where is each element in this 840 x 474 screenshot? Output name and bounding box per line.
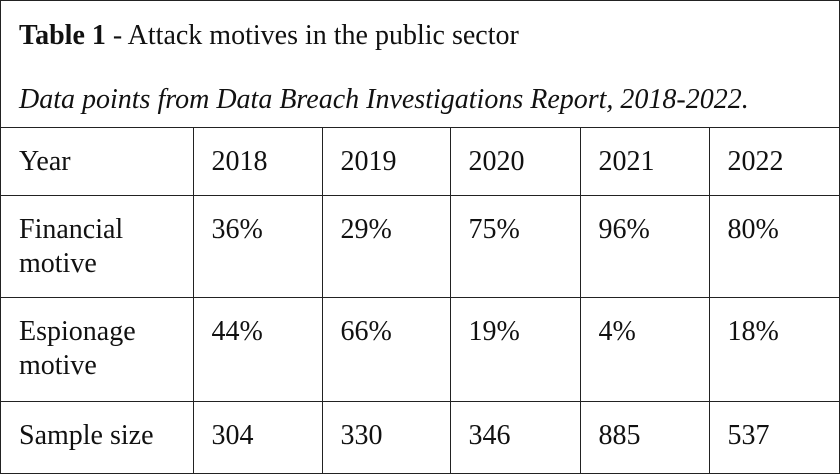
header-row: Year 2018 2019 2020 2021 2022 [1, 128, 839, 196]
header-year-cell: 2019 [322, 128, 451, 196]
value-cell: 75% [450, 195, 581, 298]
row-label-cell: Financial motive [1, 195, 194, 298]
value-cell: 885 [580, 401, 710, 473]
caption-title-text: - Attack motives in the public sector [105, 20, 519, 51]
caption-label: Table 1 [19, 20, 106, 51]
value-cell: 4% [580, 297, 710, 402]
value-cell: 304 [193, 401, 323, 473]
table-row-espionage-motive: Espionage motive 44% 66% 19% 4% 18% [1, 297, 839, 402]
table-caption: Table 1 - Attack motives in the public s… [1, 1, 839, 128]
header-year-cell: 2022 [709, 128, 839, 196]
caption-subtitle: Data points from Data Breach Investigati… [19, 84, 749, 115]
row-label-line: Financial [19, 213, 124, 245]
data-table: Year 2018 2019 2020 2021 2022 Financial … [1, 128, 839, 473]
value-cell: 537 [727, 419, 770, 451]
value-cell: 44% [193, 297, 323, 402]
table-row-sample-size: Sample size 304 330 346 885 537 [1, 401, 839, 473]
value-cell: 96% [580, 195, 710, 298]
value-cell: 18% [709, 297, 839, 402]
caption-title: Table 1 - Attack motives in the public s… [19, 19, 519, 53]
row-label-cell: Sample size [1, 401, 194, 473]
header-year-cell: 2020 [450, 128, 581, 196]
row-label-line: motive [19, 247, 97, 279]
value-cell: 80% [709, 195, 839, 298]
header-label-cell: Year [1, 128, 194, 196]
header-year-cell: 2021 [580, 128, 710, 196]
row-label-line: motive [19, 349, 97, 381]
value-cell: 19% [450, 297, 581, 402]
value-cell: 66% [322, 297, 451, 402]
row-label-cell: Espionage motive [1, 297, 194, 402]
table-row-financial-motive: Financial motive 36% 29% 75% 96% 80% [1, 195, 839, 298]
value-cell: 36% [193, 195, 323, 298]
header-year-cell: 2018 [193, 128, 323, 196]
value-cell: 29% [322, 195, 451, 298]
value-cell: 330 [322, 401, 451, 473]
value-cell: 346 [450, 401, 581, 473]
row-label-line: Espionage [19, 315, 136, 347]
